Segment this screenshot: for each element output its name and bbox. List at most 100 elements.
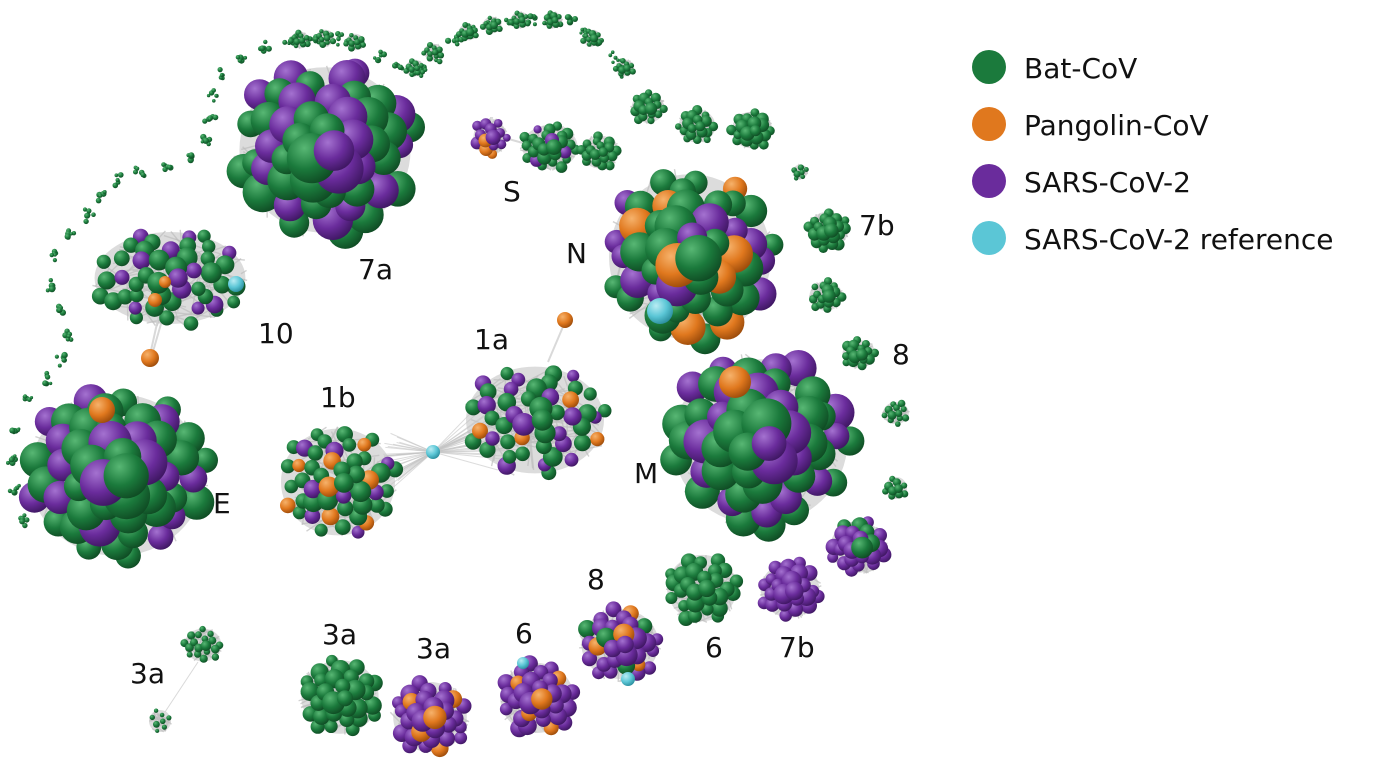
node: [293, 38, 301, 46]
peripheral-node: [608, 53, 613, 58]
peripheral-node: [82, 207, 88, 212]
peripheral-node: [86, 208, 92, 214]
peripheral-node: [572, 16, 578, 22]
node: [687, 608, 703, 623]
node: [473, 32, 479, 39]
node: [360, 42, 366, 48]
peripheral-node: [114, 173, 119, 178]
peripheral-node: [115, 177, 120, 183]
node: [303, 479, 323, 499]
node: [797, 164, 805, 171]
node: [675, 235, 722, 282]
node: [307, 445, 323, 461]
node: [644, 102, 658, 115]
node: [703, 136, 711, 144]
node: [695, 121, 706, 132]
pangolin-node: [141, 349, 159, 367]
node: [497, 674, 515, 691]
edge: [164, 661, 199, 713]
node: [687, 123, 697, 133]
cluster-label-3a-right: 3a: [416, 632, 451, 665]
node: [129, 288, 144, 303]
node: [97, 271, 116, 290]
edge: [384, 451, 434, 458]
peripheral-node: [54, 354, 60, 359]
node: [563, 407, 582, 426]
node: [337, 500, 354, 517]
peripheral-node: [135, 166, 140, 171]
peripheral-node: [161, 162, 167, 168]
node: [197, 229, 211, 243]
node: [502, 449, 517, 464]
node: [149, 714, 155, 721]
edge: [156, 712, 172, 725]
peripheral-node: [212, 114, 219, 121]
node: [350, 480, 372, 503]
edge: [432, 451, 511, 461]
node: [414, 65, 420, 72]
pangolin-node: [159, 276, 171, 288]
peripheral-node: [436, 58, 443, 65]
node: [654, 110, 663, 119]
node: [210, 644, 220, 654]
peripheral-node: [445, 37, 452, 44]
node: [369, 497, 385, 513]
peripheral-node: [61, 351, 68, 359]
peripheral-node: [579, 31, 583, 35]
peripheral-node: [61, 357, 67, 363]
legend-label-pangolin-cov: Pangolin-CoV: [1024, 109, 1209, 142]
peripheral-node: [214, 93, 218, 98]
node: [183, 316, 199, 331]
node: [551, 426, 567, 442]
node: [623, 64, 631, 72]
edge: [383, 451, 434, 485]
node: [578, 620, 597, 638]
node: [897, 399, 906, 408]
peripheral-node: [22, 522, 28, 529]
node: [161, 724, 167, 730]
node: [590, 34, 599, 43]
node: [123, 237, 139, 253]
node: [701, 603, 714, 616]
node: [605, 601, 622, 618]
node: [160, 718, 166, 725]
node: [323, 34, 331, 42]
peripheral-node: [397, 64, 403, 71]
node: [318, 476, 340, 497]
node: [166, 715, 172, 721]
node: [208, 636, 217, 645]
pangolin-node: [89, 397, 115, 423]
peripheral-node: [11, 490, 17, 495]
cluster-label-1b: 1b: [320, 381, 356, 414]
peripheral-node: [208, 117, 212, 121]
node: [408, 66, 415, 73]
peripheral-node: [42, 380, 48, 387]
node: [659, 104, 668, 114]
node: [148, 249, 170, 271]
peripheral-node: [68, 337, 74, 342]
node: [629, 68, 636, 75]
peripheral-node: [212, 99, 216, 103]
node: [512, 412, 536, 436]
node: [313, 130, 355, 171]
node: [348, 40, 356, 47]
cluster-label-1a: 1a: [474, 323, 509, 356]
node: [465, 399, 482, 416]
node: [186, 262, 202, 279]
node: [348, 44, 355, 52]
peripheral-node: [13, 487, 18, 491]
node: [605, 161, 615, 171]
node: [893, 404, 900, 412]
node: [803, 167, 809, 172]
node: [324, 719, 338, 734]
node: [513, 23, 520, 29]
peripheral-node: [19, 518, 25, 525]
node: [200, 262, 222, 284]
node: [427, 42, 434, 49]
node: [342, 438, 357, 452]
node: [785, 581, 804, 601]
peripheral-node: [282, 39, 288, 45]
peripheral-node: [167, 164, 173, 170]
edge: [432, 451, 499, 471]
